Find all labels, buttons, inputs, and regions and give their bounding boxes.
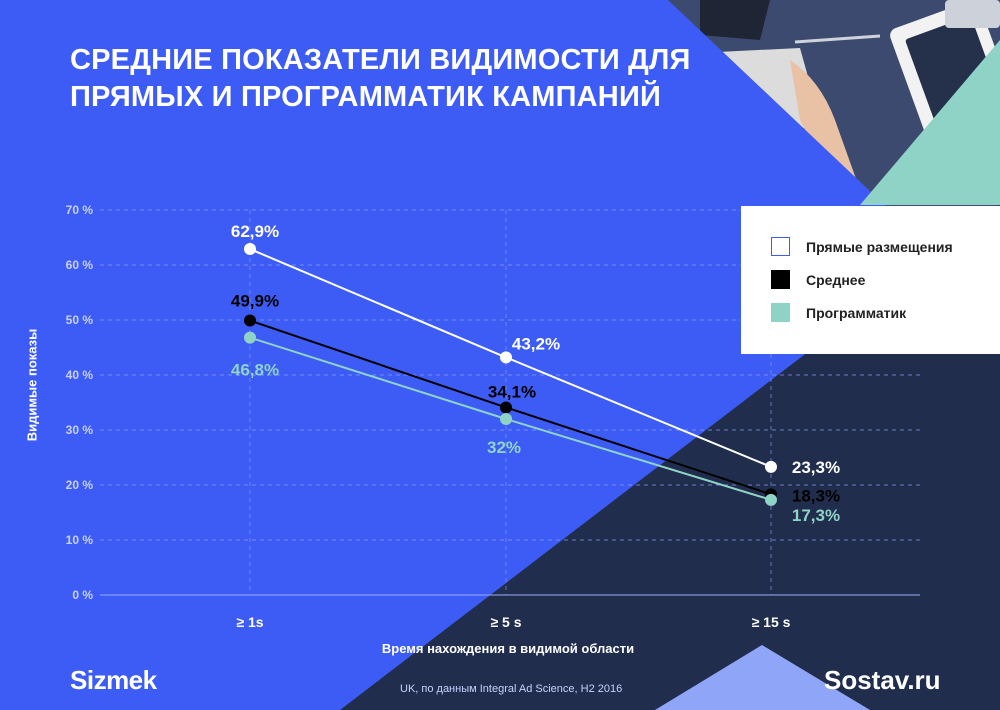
- sizmek-logo: Sizmek: [70, 665, 157, 695]
- legend-label-direct: Прямые размещения: [806, 238, 953, 255]
- y-axis-label: Видимые показы: [24, 328, 40, 442]
- legend-item-direct: Прямые размещения: [771, 237, 953, 256]
- data-point: [244, 331, 256, 344]
- data-label: 32%: [487, 438, 521, 457]
- x-tick-label: ≥ 5 s: [490, 614, 521, 630]
- chart-legend: Прямые размещения Среднее Программатик: [741, 206, 1000, 354]
- x-axis-label: Время нахождения в видимой области: [381, 641, 635, 656]
- data-point: [244, 243, 256, 256]
- legend-swatch-direct: [771, 237, 790, 256]
- data-label: 43,2%: [512, 334, 560, 353]
- data-point: [765, 493, 777, 506]
- legend-label-average: Среднее: [806, 271, 866, 288]
- data-label: 18,3%: [792, 486, 840, 505]
- data-label: 23,3%: [792, 458, 840, 477]
- chart-series: 62,9% 43,2% 23,3% 49,9% 34,1% 18,3% 46,8% 32% 17…: [231, 222, 840, 525]
- y-axis-ticks: 0 % 10 % 20 % 30 % 40 % 50 % 60 % 70 %: [66, 203, 94, 602]
- legend-item-programmatic: Программатик: [771, 303, 906, 322]
- page-title: СРЕДНИЕ ПОКАЗАТЕЛИ ВИДИМОСТИ ДЛЯ ПРЯМЫХ …: [70, 44, 691, 113]
- y-tick-label: 20 %: [66, 478, 94, 492]
- data-point: [500, 351, 512, 364]
- data-label: 17,3%: [792, 506, 840, 525]
- x-tick-label: ≥ 1s: [236, 614, 263, 630]
- data-point: [765, 460, 777, 473]
- data-label: 62,9%: [231, 222, 279, 241]
- legend-swatch-average: [771, 270, 790, 289]
- source-note: UK, по данным Integral Ad Science, H2 20…: [400, 683, 623, 695]
- y-tick-label: 10 %: [66, 533, 94, 547]
- y-tick-label: 60 %: [66, 258, 94, 272]
- data-point: [244, 314, 256, 327]
- y-tick-label: 70 %: [66, 203, 94, 217]
- y-tick-label: 0 %: [72, 588, 93, 602]
- light-triangle-shape: [655, 645, 870, 710]
- sostav-logo: Sostav.ru: [824, 665, 941, 695]
- data-label: 46,8%: [231, 361, 279, 380]
- legend-swatch-programmatic: [771, 303, 790, 322]
- y-tick-label: 50 %: [66, 313, 94, 327]
- data-label: 49,9%: [231, 292, 279, 311]
- data-point: [500, 413, 512, 425]
- data-point: [500, 401, 512, 414]
- data-label: 34,1%: [488, 382, 536, 401]
- teal-accent-shape: [860, 40, 1000, 205]
- legend-label-programmatic: Программатик: [806, 304, 907, 321]
- x-tick-label: ≥ 15 s: [752, 614, 791, 630]
- y-tick-label: 30 %: [66, 423, 94, 437]
- y-tick-label: 40 %: [66, 368, 94, 382]
- x-axis-ticks: ≥ 1s ≥ 5 s ≥ 15 s: [236, 614, 790, 630]
- legend-item-average: Среднее: [771, 270, 865, 289]
